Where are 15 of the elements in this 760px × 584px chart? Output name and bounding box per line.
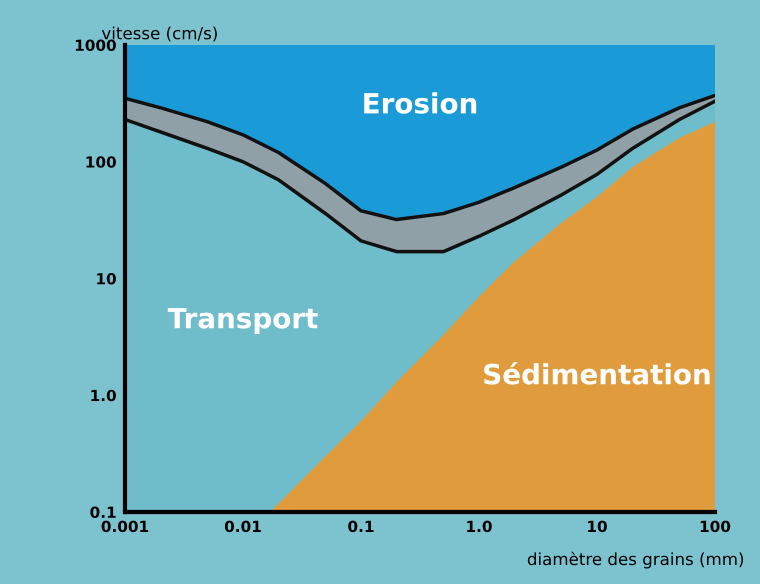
x-tick-label: 10	[588, 520, 607, 532]
annotation: Erosion	[364, 92, 476, 114]
x-tick-label: 0.001	[102, 520, 148, 532]
y-tick-label: 1.0	[91, 390, 116, 402]
annotation: Transport	[168, 308, 318, 334]
y-tick-label: 10	[97, 272, 116, 285]
annotation: Sédimentation	[484, 362, 710, 385]
x-tick-label: 0.1	[348, 520, 374, 532]
x-tick-label: 100	[700, 520, 730, 532]
x-axis-title: diamètre des grains (mm)	[528, 552, 744, 568]
y-tick-label: 0.1	[90, 506, 116, 518]
y-tick-label: 100	[86, 156, 116, 168]
y-tick-label: 1000	[76, 39, 116, 52]
x-tick-label: 1.0	[467, 520, 492, 532]
x-tick-label: 0.01	[224, 520, 261, 532]
